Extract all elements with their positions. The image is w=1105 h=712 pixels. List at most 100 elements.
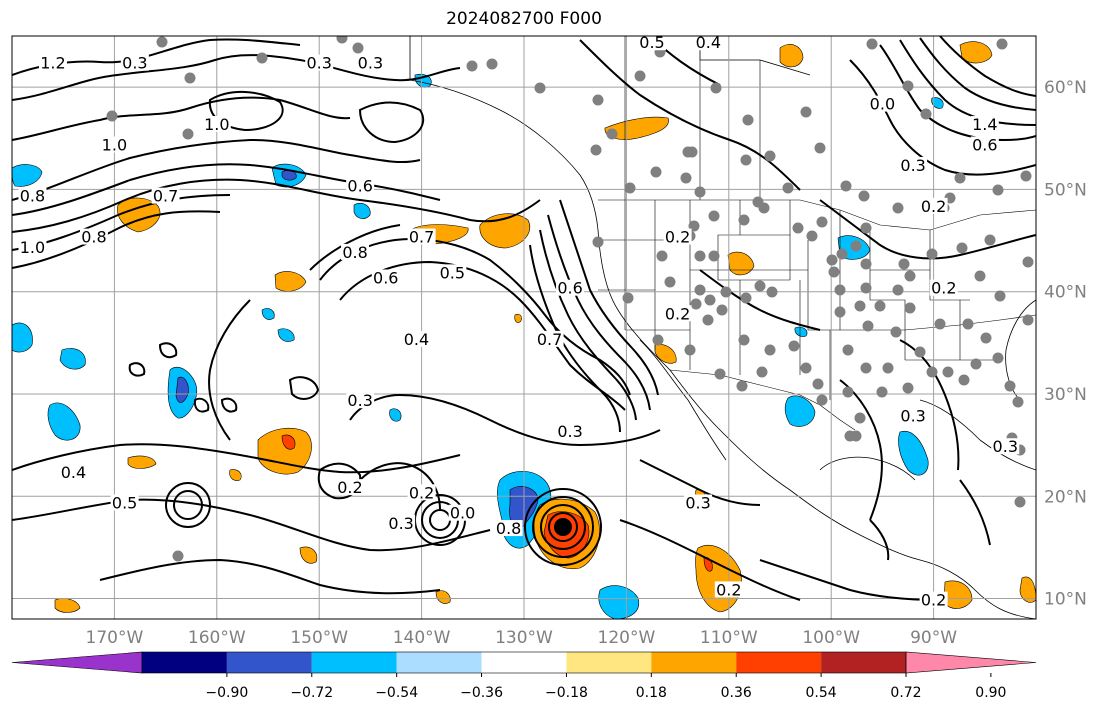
- latitude-tick-label: 30°N: [1044, 385, 1087, 405]
- negative-anomaly-region: [784, 395, 816, 427]
- contour-label: 0.2: [931, 279, 956, 298]
- colorbar: −0.90 −0.72 −0.54 −0.36 −0.18 0.18 0.36 0.54 0.7…: [11, 651, 1037, 701]
- positive-anomaly-region: [514, 313, 522, 323]
- station-dot: [860, 258, 872, 270]
- contour-label: 0.6: [373, 268, 398, 287]
- station-dot: [842, 344, 854, 356]
- colorbar-cell: [226, 652, 312, 673]
- station-dot: [958, 374, 970, 386]
- contour-label-background: [18, 238, 47, 255]
- contour-label: 1.4: [972, 115, 997, 134]
- contour-label-background: [714, 581, 743, 598]
- contour-label: 0.3: [347, 391, 372, 410]
- negative-anomaly-region: [353, 202, 371, 220]
- colorbar-tick-label: −0.54: [375, 685, 418, 701]
- longitude-tick-label: 150°W: [290, 628, 348, 648]
- contour-label-background: [556, 422, 585, 439]
- negative-anomaly-region: [59, 348, 86, 370]
- contour-label-background: [970, 136, 999, 153]
- station-dot: [828, 266, 840, 278]
- latitude-tick-label: 40°N: [1044, 283, 1087, 303]
- station-dot: [650, 166, 662, 178]
- contour-label-background: [868, 95, 897, 112]
- station-dot: [834, 284, 846, 296]
- observation-stations: [106, 36, 1034, 562]
- positive-anomaly-region: [943, 580, 973, 609]
- station-dot: [992, 184, 1004, 196]
- contour-label: 1.0: [204, 115, 229, 134]
- station-dot: [920, 108, 932, 120]
- contour-label: 0.3: [900, 407, 925, 426]
- longitude-tick-label: 120°W: [598, 628, 656, 648]
- station-dot: [860, 362, 872, 374]
- station-dot: [816, 394, 828, 406]
- colorbar-tick-label: 0.36: [721, 685, 752, 701]
- contour-label-background: [305, 54, 334, 71]
- contour-label: 0.4: [61, 463, 86, 482]
- station-dot: [690, 298, 702, 310]
- map-title: 2024082700 F000: [446, 9, 602, 29]
- station-dot: [842, 386, 854, 398]
- colorbar-tick-label: 0.54: [806, 685, 837, 701]
- colorbar-tick-label: −0.36: [460, 685, 503, 701]
- contour-label: 0.2: [409, 483, 434, 502]
- contour-label: 0.3: [900, 156, 925, 175]
- station-dot: [926, 248, 938, 260]
- colorbar-tick-label: 0.18: [636, 685, 667, 701]
- positive-anomaly-region: [299, 546, 318, 564]
- contour-label-background: [402, 330, 431, 347]
- positive-anomaly-region: [257, 427, 312, 475]
- station-dot: [904, 270, 916, 282]
- station-dot: [686, 146, 698, 158]
- positive-anomaly-region: [779, 44, 804, 68]
- station-dot: [892, 202, 904, 214]
- station-dot: [914, 346, 926, 358]
- colorbar-cell: [566, 652, 652, 673]
- station-dot: [800, 362, 812, 374]
- contour-label: 0.2: [921, 197, 946, 216]
- contour-label-background: [899, 407, 928, 424]
- contour-label: 0.7: [537, 330, 562, 349]
- contour-label-background: [556, 279, 585, 296]
- contour-label: 0.5: [112, 493, 137, 512]
- contour-label-background: [59, 463, 88, 480]
- station-dot: [1022, 256, 1034, 268]
- station-dot: [942, 366, 954, 378]
- station-dot: [892, 284, 904, 296]
- hurricane-center-marker: [554, 518, 572, 536]
- colorbar-cell: [142, 652, 227, 673]
- negative-anomaly-region: [277, 328, 295, 342]
- contour-label: 0.0: [450, 504, 475, 523]
- station-dot: [890, 326, 902, 338]
- station-dot: [812, 378, 824, 390]
- station-dot: [854, 412, 866, 424]
- contour-label-background: [346, 177, 375, 194]
- longitude-tick-label: 140°W: [393, 628, 451, 648]
- station-dot: [970, 358, 982, 370]
- colorbar-tick-label: −0.18: [545, 685, 588, 701]
- station-dot: [882, 362, 894, 374]
- contour-label-background: [663, 305, 692, 322]
- contour-label-background: [120, 54, 149, 71]
- political-borders: [598, 36, 1036, 431]
- station-dot: [624, 182, 636, 194]
- contour-label: 0.2: [665, 304, 690, 323]
- station-dot: [904, 302, 916, 314]
- contour-label: 1.0: [20, 238, 45, 257]
- station-dot: [694, 186, 706, 198]
- latitude-tick-label: 10°N: [1044, 590, 1087, 610]
- station-dot: [708, 210, 720, 222]
- station-dot: [680, 172, 692, 184]
- longitude-tick-label: 90°W: [910, 628, 957, 648]
- negative-anomaly-region: [12, 322, 33, 353]
- station-dot: [592, 94, 604, 106]
- contour-label-background: [346, 392, 375, 409]
- station-dot: [172, 550, 184, 562]
- contour-label: 0.8: [20, 187, 45, 206]
- contour-label-background: [110, 494, 139, 511]
- negative-anomaly-region: [931, 97, 944, 109]
- contour-label: 0.4: [696, 33, 721, 52]
- station-dot: [156, 36, 168, 48]
- longitude-tick-label: 130°W: [495, 628, 553, 648]
- contour-label: 0.3: [993, 437, 1018, 456]
